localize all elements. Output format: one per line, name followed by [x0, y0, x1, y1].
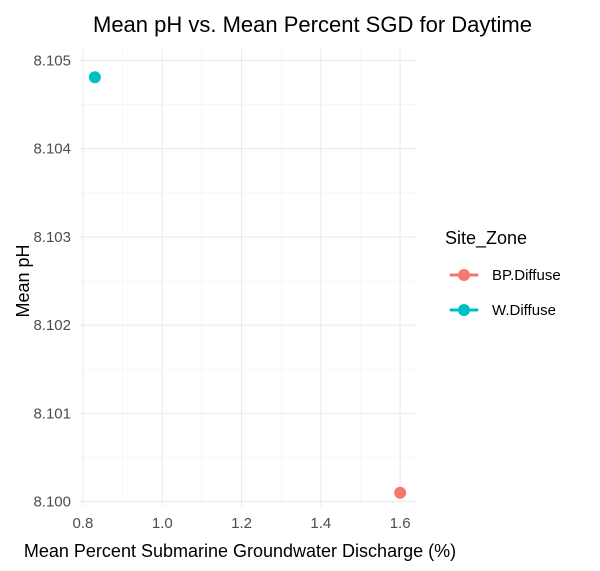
x-tick-label: 1.6: [390, 515, 411, 532]
y-tick-label: 8.102: [33, 317, 71, 334]
legend-key-bp-diffuse: [449, 269, 479, 281]
minor-gridlines: [79, 49, 416, 506]
legend-label: W.Diffuse: [492, 302, 556, 319]
data-point-bp-diffuse: [394, 486, 407, 499]
x-tick-label: 0.8: [73, 515, 94, 532]
y-tick-label: 8.101: [33, 405, 71, 422]
legend-items: BP.Diffuse W.Diffuse: [449, 267, 561, 319]
data-point-w-diffuse: [88, 71, 101, 84]
chart-title: Mean pH vs. Mean Percent SGD for Daytime: [93, 12, 532, 37]
y-tick-label: 8.105: [33, 52, 71, 69]
x-axis-title: Mean Percent Submarine Groundwater Disch…: [24, 541, 456, 561]
legend: Site_Zone BP.Diffuse W.Diffuse: [445, 228, 561, 319]
y-tick-label: 8.104: [33, 141, 71, 158]
y-axis-ticks: 8.100 8.101 8.102 8.103 8.104 8.105: [33, 52, 71, 510]
legend-key-w-diffuse: [449, 304, 479, 316]
x-tick-label: 1.0: [152, 515, 173, 532]
data-points: [88, 71, 407, 499]
y-axis-title: Mean pH: [13, 244, 33, 317]
major-gridlines: [79, 49, 416, 506]
y-tick-label: 8.103: [33, 229, 71, 246]
legend-label: BP.Diffuse: [492, 267, 561, 284]
y-tick-label: 8.100: [33, 494, 71, 511]
x-tick-label: 1.2: [231, 515, 252, 532]
legend-title: Site_Zone: [445, 228, 527, 249]
x-tick-label: 1.4: [310, 515, 331, 532]
x-axis-ticks: 0.8 1.0 1.2 1.4 1.6: [73, 515, 411, 532]
